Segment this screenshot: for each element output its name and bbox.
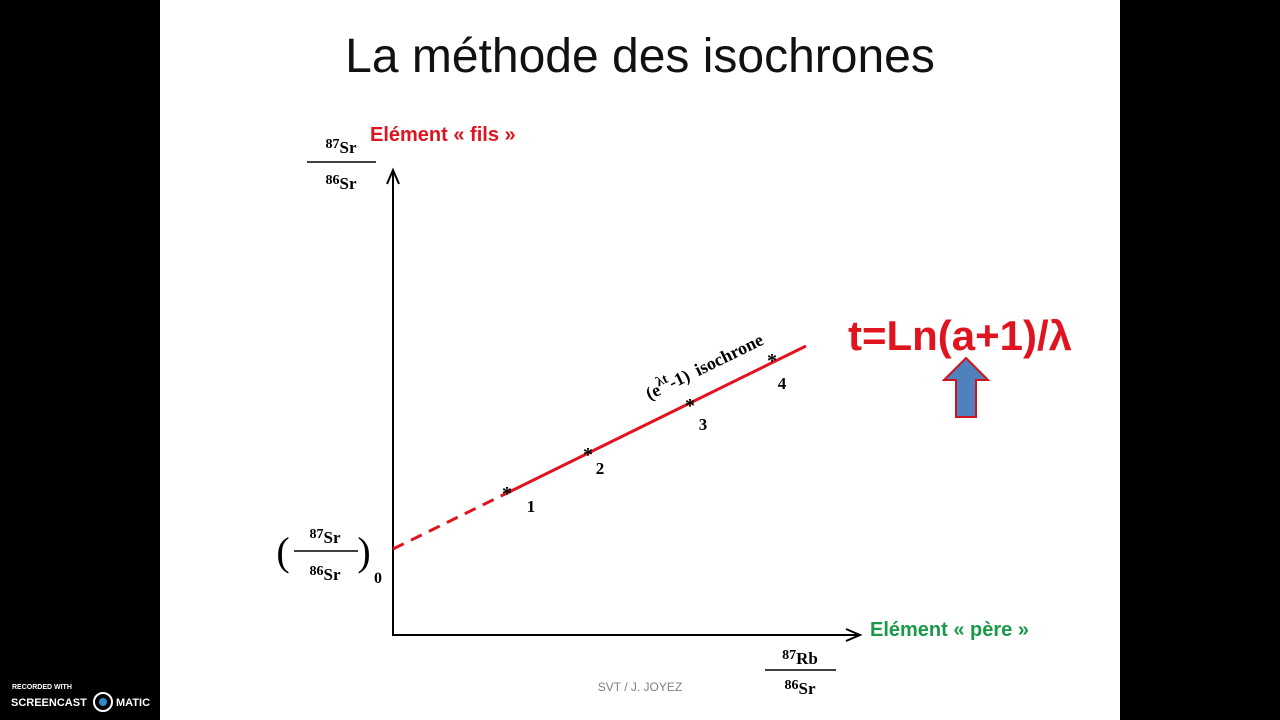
point-marker: *: [685, 395, 695, 417]
point-label: 1: [527, 497, 536, 516]
x-caption: Elément « père »: [870, 619, 1029, 641]
up-arrow: [941, 356, 991, 418]
element: Sr: [340, 174, 357, 193]
axes: [386, 167, 863, 642]
watermark-ring: [93, 692, 113, 712]
intercept-denominator: 86Sr: [310, 564, 341, 584]
points: * 1 * 2 * 3 * 4: [502, 350, 787, 516]
intercept-label: ( 87Sr 86Sr ) 0: [276, 527, 382, 587]
element: Sr: [324, 528, 341, 547]
point-label: 2: [596, 459, 605, 478]
x-denominator: 86Sr: [785, 678, 816, 698]
mass: 87: [310, 527, 324, 542]
footer: SVT / J. JOYEZ: [598, 680, 682, 694]
mass: 87: [782, 648, 796, 663]
element: Sr: [799, 679, 816, 698]
y-numerator: 87Sr: [326, 137, 357, 157]
x-numerator: 87Rb: [782, 648, 818, 668]
point-label: 4: [778, 374, 787, 393]
y-caption: Elément « fils »: [370, 124, 516, 146]
intercept-subscript: 0: [374, 570, 382, 587]
point-marker: *: [583, 444, 593, 466]
mass: 86: [326, 173, 340, 188]
mass: 86: [310, 564, 324, 579]
isochrone-dashed: [392, 492, 506, 551]
watermark-caption: RECORDED WITH: [12, 684, 72, 691]
mass: 86: [785, 678, 799, 693]
point-marker: *: [767, 350, 777, 372]
watermark-right: MATIC: [116, 697, 150, 709]
isochrone-line: [504, 344, 807, 496]
mass: 87: [326, 137, 340, 152]
intercept-numerator: 87Sr: [310, 527, 341, 547]
element: Sr: [324, 565, 341, 584]
point-marker: *: [502, 483, 512, 505]
paren-open: (: [276, 529, 289, 574]
element: Sr: [340, 138, 357, 157]
slide-title: La méthode des isochrones: [345, 30, 935, 83]
element: Rb: [796, 649, 818, 668]
x-arrow: [845, 628, 863, 642]
paren-close: ): [357, 529, 370, 574]
point-label: 3: [699, 415, 708, 434]
y-label: 87Sr 86Sr: [307, 137, 376, 193]
x-label: 87Rb 86Sr: [765, 648, 836, 698]
watermark-dot: [99, 698, 107, 706]
slide: [160, 0, 1120, 720]
watermark-left: SCREENCAST: [11, 697, 87, 709]
watermark: RECORDED WITH SCREENCAST MATIC: [11, 684, 150, 712]
formula: t=Ln(a+1)/λ: [848, 312, 1072, 359]
y-arrow: [386, 167, 400, 185]
y-denominator: 86Sr: [326, 173, 357, 193]
